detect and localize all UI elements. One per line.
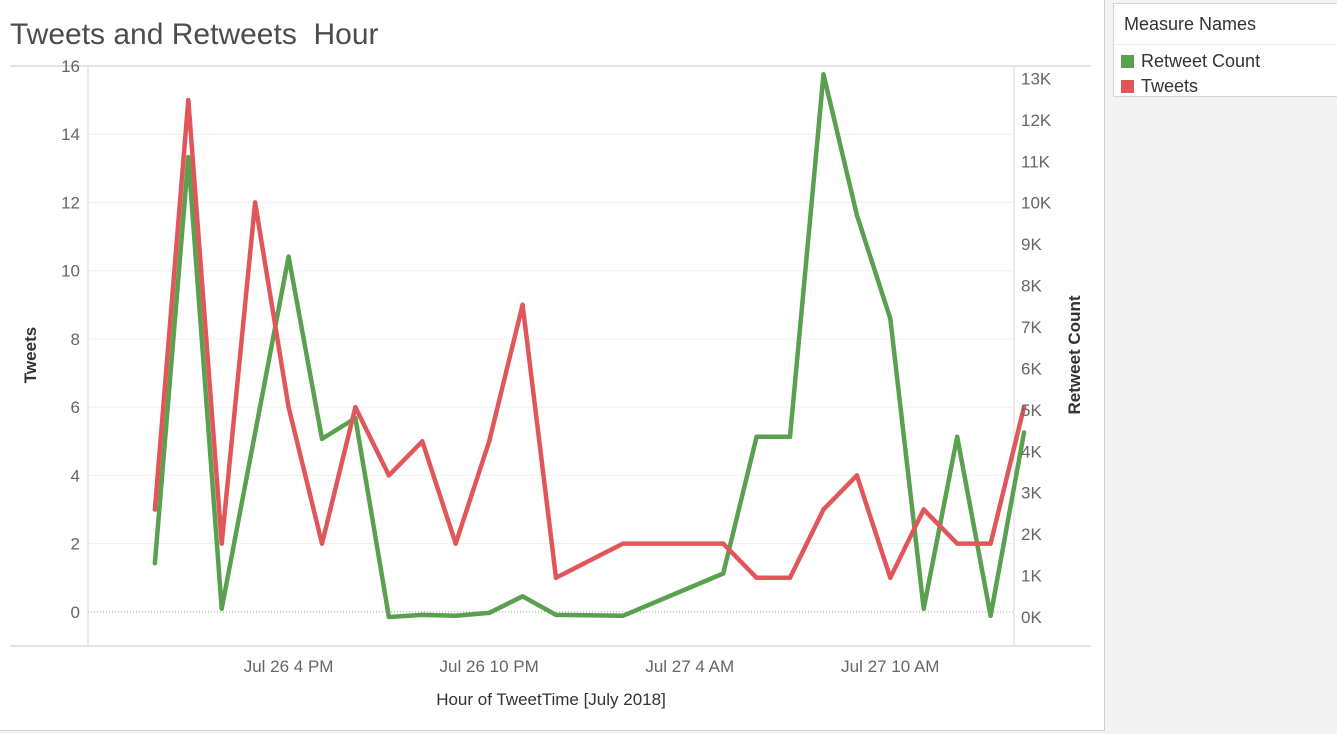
chart-canvas: Tweets and Retweets Hour 0 2 4 6 8 10 12 14 16 0K…	[0, 0, 1105, 731]
legend-swatch-retweet-count	[1121, 55, 1134, 68]
data-point-tweets	[788, 576, 792, 580]
data-point-retweet-count	[754, 435, 758, 439]
legend: Measure Names Retweet Count Tweets	[1113, 3, 1337, 97]
x-tick-label: Jul 27 10 AM	[841, 657, 939, 676]
data-point-retweet-count	[153, 561, 157, 565]
data-point-retweet-count	[286, 254, 290, 258]
y-right-tick-label: 5K	[1021, 401, 1042, 420]
data-point-retweet-count	[220, 607, 224, 611]
data-point-tweets	[988, 541, 992, 545]
data-point-retweet-count	[855, 213, 859, 217]
data-point-retweet-count	[554, 613, 558, 617]
y-right-tick-label: 9K	[1021, 235, 1042, 254]
y-right-tick-label: 12K	[1021, 111, 1052, 130]
legend-label-retweet-count: Retweet Count	[1141, 51, 1260, 72]
data-point-tweets	[420, 439, 424, 443]
data-point-tweets	[286, 405, 290, 409]
y-right-tick-label: 0K	[1021, 608, 1042, 627]
data-point-retweet-count	[988, 614, 992, 618]
y-right-tick-label: 6K	[1021, 359, 1042, 378]
data-point-tweets	[621, 541, 625, 545]
y-left-tick-label: 16	[61, 57, 80, 76]
data-point-retweet-count	[320, 437, 324, 441]
data-point-tweets	[487, 439, 491, 443]
chart-plot[interactable]: 0 2 4 6 8 10 12 14 16 0K 1K 2K 3K 4K 5K 6K 7K 8K 9K 10K 11K 1…	[0, 0, 1104, 730]
y-left-tick-label: 14	[61, 125, 80, 144]
y-left-tick-label: 12	[61, 193, 80, 212]
y-left-tick-label: 2	[71, 535, 80, 554]
x-tick-label: Jul 26 4 PM	[244, 657, 334, 676]
legend-item-retweet-count[interactable]: Retweet Count	[1121, 51, 1260, 71]
data-point-tweets	[855, 473, 859, 477]
data-point-tweets	[821, 507, 825, 511]
legend-item-tweets[interactable]: Tweets	[1121, 76, 1198, 96]
data-point-retweet-count	[186, 155, 190, 159]
y-left-tick-label: 10	[61, 262, 80, 281]
data-point-tweets	[220, 541, 224, 545]
data-point-retweet-count	[420, 613, 424, 617]
data-point-retweet-count	[955, 435, 959, 439]
data-point-retweet-count	[721, 571, 725, 575]
data-point-tweets	[320, 541, 324, 545]
data-point-retweet-count	[1022, 430, 1026, 434]
data-point-retweet-count	[888, 317, 892, 321]
data-point-tweets	[186, 98, 190, 102]
y-right-tick-label: 4K	[1021, 442, 1042, 461]
data-point-retweet-count	[922, 607, 926, 611]
y-right-tick-label: 3K	[1021, 484, 1042, 503]
data-point-tweets	[721, 541, 725, 545]
data-point-retweet-count	[520, 594, 524, 598]
y-right-tick-label: 1K	[1021, 567, 1042, 586]
data-point-tweets	[955, 541, 959, 545]
y-left-tick-label: 6	[71, 398, 80, 417]
data-point-tweets	[888, 576, 892, 580]
data-point-retweet-count	[454, 614, 458, 618]
data-point-retweet-count	[387, 615, 391, 619]
x-axis-title: Hour of TweetTime [July 2018]	[436, 690, 666, 709]
data-point-tweets	[520, 303, 524, 307]
data-point-tweets	[922, 507, 926, 511]
data-point-retweet-count	[788, 435, 792, 439]
data-point-retweet-count	[487, 611, 491, 615]
legend-divider	[1114, 44, 1337, 45]
y-left-axis-title: Tweets	[21, 327, 40, 383]
legend-swatch-tweets	[1121, 80, 1134, 93]
y-left-tick-label: 0	[71, 603, 80, 622]
legend-label-tweets: Tweets	[1141, 76, 1198, 97]
y-right-tick-label: 10K	[1021, 194, 1052, 213]
y-right-tick-label: 2K	[1021, 525, 1042, 544]
y-right-tick-label: 13K	[1021, 69, 1052, 88]
data-point-tweets	[253, 200, 257, 204]
y-right-tick-label: 7K	[1021, 318, 1042, 337]
data-point-retweet-count	[821, 72, 825, 76]
y-right-tick-label: 11K	[1021, 152, 1051, 171]
y-left-tick-label: 8	[71, 330, 80, 349]
series-line-retweet-count	[155, 74, 1024, 617]
y-right-tick-label: 8K	[1021, 277, 1042, 296]
data-point-tweets	[554, 576, 558, 580]
y-right-axis-title: Retweet Count	[1065, 295, 1084, 414]
y-left-tick-label: 4	[71, 466, 80, 485]
data-point-tweets	[387, 473, 391, 477]
legend-title: Measure Names	[1124, 14, 1256, 35]
data-point-tweets	[353, 405, 357, 409]
x-tick-label: Jul 27 4 AM	[645, 657, 734, 676]
data-point-tweets	[754, 576, 758, 580]
x-tick-label: Jul 26 10 PM	[440, 657, 539, 676]
data-point-tweets	[153, 507, 157, 511]
data-point-tweets	[454, 541, 458, 545]
data-point-retweet-count	[621, 614, 625, 618]
